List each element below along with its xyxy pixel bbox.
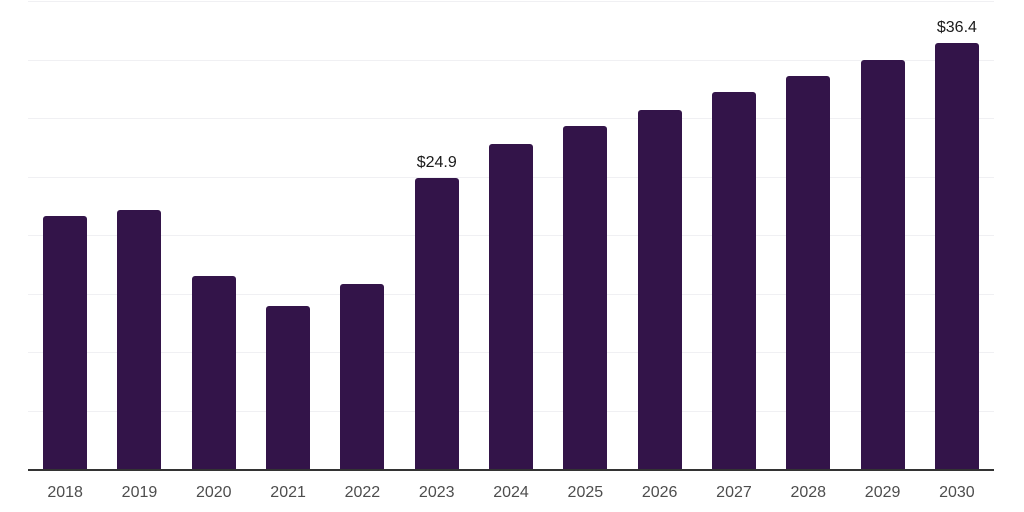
x-tick-label-2018: 2018 — [47, 484, 83, 501]
bar-2030 — [934, 43, 979, 469]
bar-slot-2028 — [771, 1, 845, 469]
bar-slot-2023: $24.9 — [400, 1, 474, 469]
gridline-35 — [28, 59, 994, 61]
x-tick-label-2028: 2028 — [790, 484, 827, 501]
bar-2024 — [489, 143, 534, 469]
bar-slot-2021 — [251, 1, 325, 469]
bar-2019 — [117, 210, 162, 469]
x-tick-label-2030: 2030 — [939, 484, 975, 501]
bar-slots: $24.9 $36.4 — [28, 1, 994, 469]
x-tick-label-2027: 2027 — [716, 484, 752, 501]
bar-2028 — [786, 75, 831, 469]
bar-value-label-2030: $36.4 — [936, 19, 977, 37]
bars-area: $24.9 $36.4 — [28, 1, 994, 469]
bar-slot-2022 — [325, 1, 399, 469]
x-axis-line — [28, 469, 994, 471]
x-tick-label-2025: 2025 — [567, 484, 604, 501]
bar-2027 — [711, 92, 756, 469]
bar-value-label-2023: $24.9 — [416, 153, 457, 171]
x-tick-label-2029: 2029 — [864, 484, 901, 501]
bar-slot-2030: $36.4 — [920, 1, 994, 469]
x-tick-label-2019: 2019 — [121, 484, 158, 501]
x-tick-label-2022: 2022 — [344, 484, 381, 501]
x-tick-label-2026: 2026 — [641, 484, 678, 501]
x-tick-label-2021: 2021 — [270, 484, 306, 501]
x-tick-label-2024: 2024 — [493, 484, 529, 501]
bar-slot-2019 — [102, 1, 176, 469]
bar-2022 — [340, 284, 385, 469]
bar-slot-2026 — [623, 1, 697, 469]
bar-slot-2027 — [697, 1, 771, 469]
x-tick-label-2020: 2020 — [195, 484, 232, 501]
bar-2025 — [563, 126, 608, 469]
bar-slot-2029 — [845, 1, 919, 469]
bar-2029 — [860, 59, 905, 469]
x-tick-label-2023: 2023 — [418, 484, 455, 501]
bar-slot-2024 — [474, 1, 548, 469]
bar-2018 — [43, 216, 88, 469]
bar-slot-2020 — [177, 1, 251, 469]
bar-2026 — [637, 109, 682, 469]
bar-2020 — [191, 275, 236, 469]
x-axis-labels: 2018 2019 2020 2021 2022 2023 2024 2025 2026 2027… — [28, 483, 994, 502]
bar-slot-2025 — [548, 1, 622, 469]
bar-2021 — [266, 306, 311, 469]
bar-slot-2018 — [28, 1, 102, 469]
plot-area: $24.9 $36.4 — [28, 1, 994, 471]
bar-2023 — [414, 177, 459, 469]
gridline-30 — [28, 118, 994, 119]
gridline-40 — [28, 1, 994, 2]
